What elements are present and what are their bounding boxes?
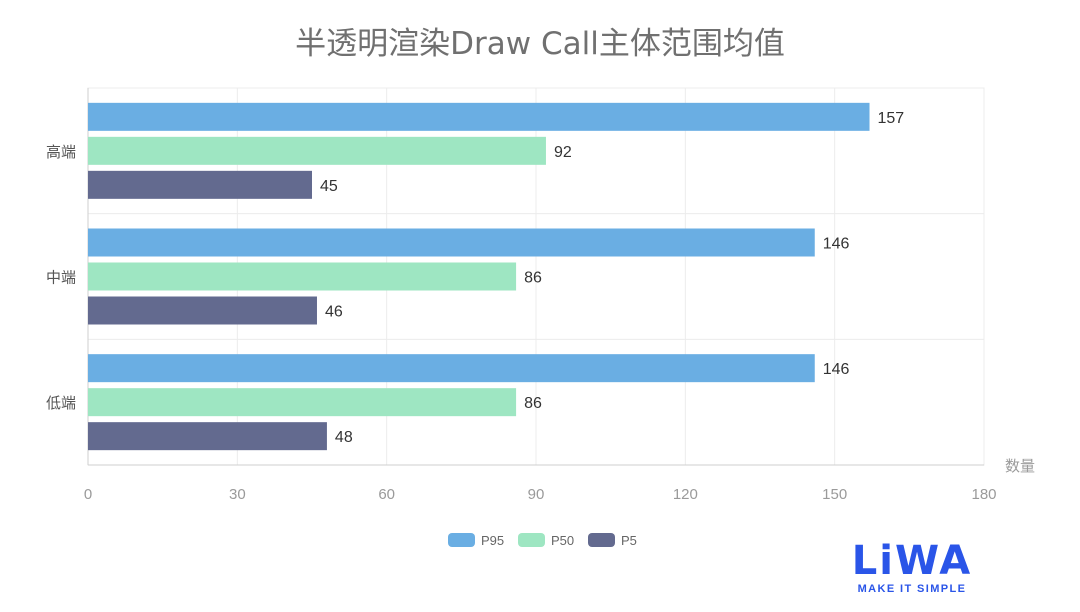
- labels: 0 30 60 90 120 150 180 数量 157 92 45 高端 146 86 46 中端 146 8…: [46, 110, 1035, 503]
- legend-swatch: [518, 533, 545, 547]
- legend-swatch: [588, 533, 615, 547]
- data-label: 86: [524, 270, 542, 287]
- x-axis-title: 数量: [1005, 457, 1035, 475]
- bar-p50-0[interactable]: [88, 136, 546, 165]
- logo-wordmark: LiWA: [851, 538, 973, 584]
- legend-item-p95[interactable]: P95: [448, 533, 504, 548]
- y-category-label: 中端: [46, 269, 76, 287]
- data-label: 146: [823, 361, 850, 378]
- legend-swatch: [448, 533, 475, 547]
- bar-p95-2[interactable]: [88, 354, 815, 383]
- legend-item-p5[interactable]: P5: [588, 533, 637, 548]
- data-label: 157: [878, 110, 905, 127]
- data-label: 86: [524, 395, 542, 412]
- chart-title: 半透明渲染Draw Call主体范围均值: [295, 26, 785, 62]
- bar-p5-1[interactable]: [88, 296, 317, 325]
- bar-p95-0[interactable]: [88, 102, 870, 131]
- y-category-label: 高端: [46, 143, 76, 161]
- legend-label: P5: [621, 533, 637, 548]
- x-tick-label: 150: [822, 486, 847, 503]
- x-tick-label: 120: [673, 486, 698, 503]
- x-tick-label: 180: [971, 486, 996, 503]
- bars: [88, 102, 870, 451]
- bar-p95-1[interactable]: [88, 228, 815, 257]
- y-category-label: 低端: [46, 394, 76, 412]
- bar-p5-0[interactable]: [88, 170, 312, 199]
- data-label: 146: [823, 236, 850, 253]
- x-tick-label: 90: [528, 486, 545, 503]
- logo-tagline: MAKE IT SIMPLE: [857, 583, 967, 595]
- data-label: 45: [320, 178, 338, 195]
- bar-p5-2[interactable]: [88, 422, 327, 451]
- liwa-logo: LiWA MAKE IT SIMPLE: [832, 541, 992, 601]
- x-tick-label: 0: [84, 486, 92, 503]
- data-label: 48: [335, 429, 353, 446]
- legend[interactable]: P95 P50 P5: [448, 533, 637, 548]
- legend-label: P95: [481, 533, 504, 548]
- data-label: 46: [325, 304, 343, 321]
- bar-p50-1[interactable]: [88, 262, 517, 291]
- data-label: 92: [554, 144, 572, 161]
- legend-label: P50: [551, 533, 574, 548]
- x-tick-label: 30: [229, 486, 246, 503]
- legend-item-p50[interactable]: P50: [518, 533, 574, 548]
- x-tick-label: 60: [378, 486, 395, 503]
- bar-p50-2[interactable]: [88, 388, 517, 417]
